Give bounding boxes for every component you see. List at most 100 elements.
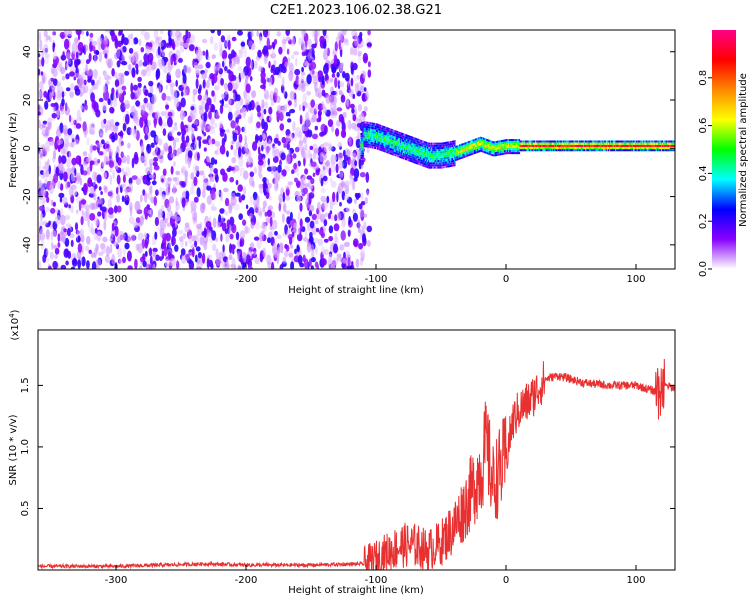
ridge-cell	[448, 147, 451, 150]
heatmap-cell	[231, 36, 237, 42]
ridge-cell	[457, 151, 459, 154]
heatmap-cell	[175, 68, 181, 79]
ridge-cell	[441, 147, 444, 149]
ridge-cell	[368, 124, 371, 127]
ridge-cell	[427, 161, 429, 164]
ridge-cell	[576, 140, 579, 143]
ridge-cell	[485, 147, 487, 150]
heatmap-cell	[339, 81, 345, 88]
heatmap-cell	[289, 108, 296, 114]
ridge-cell	[423, 149, 426, 152]
heatmap-cell	[264, 89, 270, 100]
ridge-cell	[607, 147, 610, 150]
heatmap-cell	[245, 204, 249, 210]
ridge-cell	[499, 144, 502, 147]
ridge-cell	[616, 149, 618, 152]
heatmap-cell	[152, 263, 156, 269]
ridge-cell	[440, 142, 443, 145]
heatmap-cell	[269, 114, 273, 122]
heatmap-cell	[342, 257, 347, 264]
heatmap-cell	[182, 43, 189, 48]
heatmap-cell	[366, 147, 370, 154]
ridge-cell	[492, 154, 495, 157]
heatmap-cell	[74, 139, 80, 146]
ridge-cell	[465, 150, 467, 153]
heatmap-cell	[308, 236, 314, 244]
heatmap-cell	[235, 102, 241, 111]
ridge-cell	[641, 144, 643, 147]
ridge-cell	[536, 140, 538, 143]
ridge-cell	[460, 150, 462, 153]
ridge-cell	[369, 122, 372, 125]
ridge-cell	[472, 141, 475, 144]
ridge-cell	[590, 140, 592, 143]
ridge-cell	[648, 140, 651, 143]
ridge-cell	[591, 140, 593, 143]
heatmap-cell	[140, 104, 146, 116]
ridge-cell	[521, 142, 524, 145]
heatmap-cell	[103, 219, 107, 231]
ridge-cell	[421, 140, 424, 143]
ridge-cell	[417, 158, 420, 161]
heatmap-cell	[329, 210, 333, 215]
ridge-cell	[658, 149, 661, 152]
ridge-cell	[434, 162, 436, 165]
ridge-cell	[414, 148, 417, 151]
ridge-cell	[523, 147, 526, 150]
heatmap-cell	[75, 63, 78, 69]
heatmap-cell	[117, 88, 122, 94]
ridge-cell	[391, 131, 394, 134]
ridge-cell	[579, 142, 582, 145]
ridge-cell	[513, 139, 515, 142]
ridge-cell	[405, 158, 407, 161]
ridge-cell	[415, 146, 418, 149]
ridge-cell	[623, 149, 626, 152]
ridge-cell	[593, 149, 595, 152]
ridge-cell	[649, 147, 652, 150]
heatmap-cell	[166, 222, 171, 227]
heatmap-cell	[311, 133, 318, 140]
ridge-cell	[433, 153, 435, 156]
ridge-cell	[667, 142, 669, 145]
ridge-cell	[399, 138, 402, 141]
ridge-cell	[440, 164, 443, 167]
heatmap-cell	[273, 137, 279, 144]
ridge-cell	[458, 155, 460, 158]
ridge-cell	[378, 145, 380, 148]
ridge-cell	[629, 149, 632, 152]
ridge-cell	[637, 149, 639, 152]
ridge-cell	[464, 149, 466, 151]
heatmap-cell	[70, 266, 76, 269]
ridge-cell	[459, 146, 461, 149]
ridge-cell	[438, 147, 440, 150]
ridge-cell	[373, 146, 376, 149]
ridge-cell	[549, 149, 552, 152]
ridge-cell	[517, 143, 519, 146]
ridge-cell	[442, 157, 445, 160]
heatmap-cell	[277, 164, 282, 173]
heatmap-cell	[168, 196, 175, 204]
ridge-cell	[370, 128, 373, 131]
ridge-cell	[395, 148, 398, 151]
ridge-cell	[514, 149, 516, 152]
ridge-cell	[440, 160, 443, 163]
heatmap-cell	[236, 56, 240, 65]
ridge-cell	[454, 159, 456, 162]
heatmap-cell	[83, 184, 88, 194]
heatmap-cell	[69, 167, 74, 174]
ridge-cell	[543, 144, 545, 147]
ridge-cell	[439, 162, 441, 165]
ridge-cell	[475, 140, 478, 143]
ridge-cell	[366, 123, 369, 126]
heatmap-cell	[89, 213, 96, 221]
heatmap-cell	[270, 64, 276, 72]
ridge-cell	[545, 140, 548, 143]
ridge-cell	[496, 145, 499, 148]
heatmap-cell	[181, 197, 186, 208]
ridge-cell	[620, 144, 622, 147]
ridge-cell	[435, 160, 437, 163]
ridge-cell	[410, 160, 412, 162]
ridge-cell	[424, 145, 427, 148]
ridge-cell	[372, 127, 375, 130]
ridge-cell	[503, 150, 506, 153]
